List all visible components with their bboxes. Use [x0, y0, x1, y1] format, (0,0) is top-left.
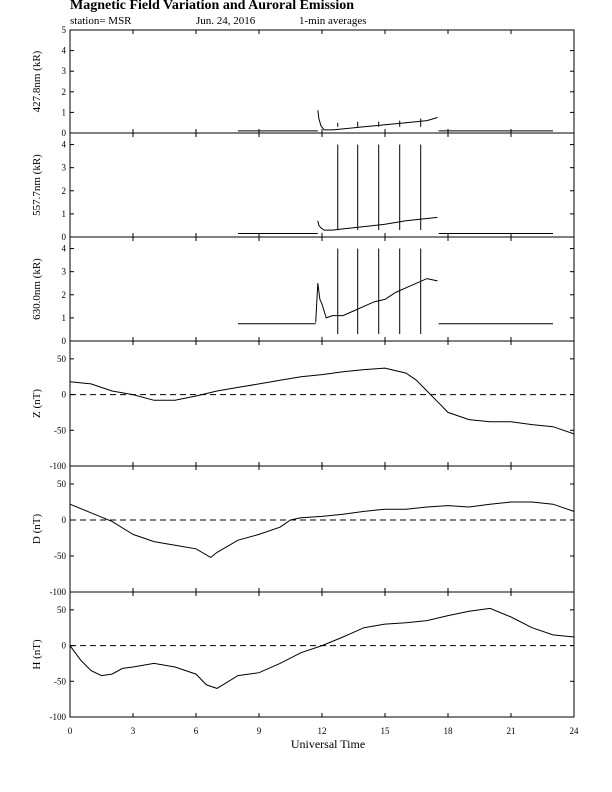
x-tick-label: 24 [570, 726, 580, 736]
y-tick-label: 0 [62, 336, 67, 346]
plot-frame [69, 465, 575, 593]
y-axis-label: H (nT) [31, 639, 43, 670]
series-line [70, 607, 574, 689]
panel-p6300: 0 1 2 3 4 630.0nm (kR) [31, 236, 575, 346]
series-line [70, 501, 574, 559]
y-tick-label: 3 [62, 163, 67, 173]
y-tick-label: 2 [62, 290, 67, 300]
x-tick-label: 15 [381, 726, 391, 736]
y-axis-label: 557.7nm (kR) [31, 154, 43, 216]
x-axis: 0 3 6 9 12 15 18 21 24 [68, 726, 579, 736]
x-axis-label: Universal Time [291, 737, 365, 751]
x-tick-label: 12 [318, 726, 327, 736]
station-label: station= MSR [70, 15, 132, 27]
panel-pZ: -100 -50 0 50 Z (nT) [31, 340, 575, 471]
y-tick-label: 3 [62, 267, 67, 277]
y-tick-label: 4 [62, 46, 67, 56]
series-group [70, 607, 574, 689]
x-tick-label: 6 [194, 726, 199, 736]
panels: 0 1 2 3 4 5 427.8nm (kR) 0 1 2 3 4 557.7nm (kR) 0 1 2 3 4… [31, 25, 575, 722]
averaging-label: 1-min averages [299, 15, 367, 27]
y-tick-label: 2 [62, 186, 67, 196]
y-tick-label: 4 [62, 140, 67, 150]
series-group [238, 110, 553, 132]
y-tick-label: -50 [54, 425, 66, 435]
y-axis-label: 630.0nm (kR) [31, 258, 43, 320]
x-tick-label: 0 [68, 726, 73, 736]
y-tick-label: 0 [62, 232, 67, 242]
series-line [315, 278, 438, 323]
panel-pD: -100 -50 0 50 D (nT) [31, 465, 575, 597]
series-line [70, 367, 574, 435]
plot-frame [69, 236, 575, 342]
y-tick-label: 1 [62, 313, 67, 323]
x-tick-label: 3 [131, 726, 136, 736]
date-label: Jun. 24, 2016 [196, 15, 256, 27]
y-tick-label: 50 [57, 479, 67, 489]
y-tick-label: -100 [50, 587, 67, 597]
y-tick-label: 0 [62, 515, 67, 525]
y-axis-label: 427.8nm (kR) [31, 50, 43, 112]
y-tick-label: 4 [62, 244, 67, 254]
y-tick-label: -50 [54, 551, 66, 561]
plot-frame [69, 29, 575, 134]
y-tick-label: 0 [62, 128, 67, 138]
series-group [70, 501, 574, 559]
y-tick-label: -50 [54, 676, 66, 686]
x-tick-label: 21 [507, 726, 516, 736]
panel-p4278: 0 1 2 3 4 5 427.8nm (kR) [31, 25, 575, 138]
chart-title: Magnetic Field Variation and Auroral Emi… [70, 0, 354, 13]
series-group [238, 144, 553, 234]
plot-frame [69, 340, 575, 467]
series-group [238, 248, 553, 335]
y-tick-label: -100 [50, 461, 67, 471]
series-group [70, 367, 574, 435]
plot-frame [69, 132, 575, 238]
y-axis-label: D (nT) [31, 514, 43, 545]
y-tick-label: 50 [57, 605, 67, 615]
x-tick-label: 9 [257, 726, 262, 736]
x-tick-label: 18 [444, 726, 454, 736]
plot-frame [69, 591, 575, 718]
y-tick-label: 2 [62, 87, 67, 97]
series-line [317, 216, 438, 231]
y-tick-label: 50 [57, 354, 67, 364]
y-axis-label: Z (nT) [31, 389, 43, 418]
y-tick-label: -100 [50, 712, 67, 722]
y-tick-label: 1 [62, 209, 67, 219]
y-tick-label: 1 [62, 107, 67, 117]
y-tick-label: 0 [62, 390, 67, 400]
series-line [317, 110, 438, 131]
panel-pH: -100 -50 0 50 H (nT) [31, 591, 575, 722]
y-tick-label: 0 [62, 641, 67, 651]
y-tick-label: 5 [62, 25, 67, 35]
panel-p5577: 0 1 2 3 4 557.7nm (kR) [31, 132, 575, 242]
y-tick-label: 3 [62, 66, 67, 76]
